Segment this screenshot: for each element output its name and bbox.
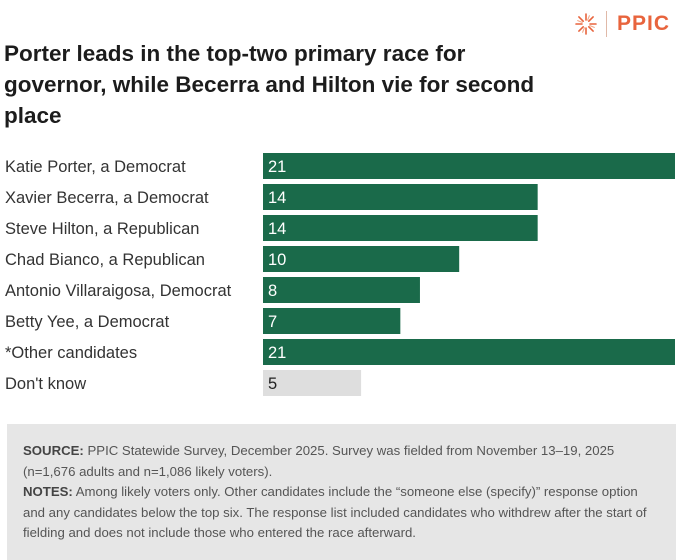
chart-title: Porter leads in the top-two primary race… <box>4 41 535 128</box>
bar-value-label: 14 <box>268 189 286 207</box>
sunburst-icon <box>575 13 597 35</box>
category-label: *Other candidates <box>5 344 137 362</box>
notes-note: NOTES: Among likely voters only. Other c… <box>23 482 662 544</box>
bar <box>263 308 401 334</box>
category-label: Katie Porter, a Democrat <box>5 158 186 176</box>
category-label: Xavier Becerra, a Democrat <box>5 189 209 207</box>
bar <box>263 153 675 179</box>
bar <box>263 246 460 272</box>
bar-value-label: 5 <box>268 375 277 393</box>
bar-value-label: 10 <box>268 251 286 269</box>
bar-value-label: 21 <box>268 344 286 362</box>
ppic-logo: PPIC <box>574 10 670 38</box>
notes-label: NOTES: <box>23 484 73 499</box>
category-label: Steve Hilton, a Republican <box>5 220 199 238</box>
bar-value-label: 7 <box>268 313 277 331</box>
logo-divider <box>605 11 607 37</box>
footnote-box: SOURCE: PPIC Statewide Survey, December … <box>7 424 676 560</box>
bar <box>263 184 538 210</box>
bar <box>263 277 420 303</box>
bar <box>263 215 538 241</box>
source-label: SOURCE: <box>23 443 84 458</box>
bar <box>263 370 362 396</box>
bar-chart: Katie Porter, a Democrat 21 Xavier Becerra… <box>5 153 675 396</box>
source-note: SOURCE: PPIC Statewide Survey, December … <box>23 441 662 482</box>
bar-value-label: 21 <box>268 158 286 176</box>
category-label: Don't know <box>5 375 86 393</box>
notes-text: Among likely voters only. Other candidat… <box>23 484 647 540</box>
bar <box>263 339 675 365</box>
bar-value-label: 14 <box>268 220 286 238</box>
category-label: Betty Yee, a Democrat <box>5 313 170 331</box>
category-label: Chad Bianco, a Republican <box>5 251 205 269</box>
brand-wordmark: PPIC <box>616 12 670 35</box>
category-label: Antonio Villaraigosa, Democrat <box>5 282 232 300</box>
bar-value-label: 8 <box>268 282 277 300</box>
source-text: PPIC Statewide Survey, December 2025. Su… <box>23 443 615 479</box>
